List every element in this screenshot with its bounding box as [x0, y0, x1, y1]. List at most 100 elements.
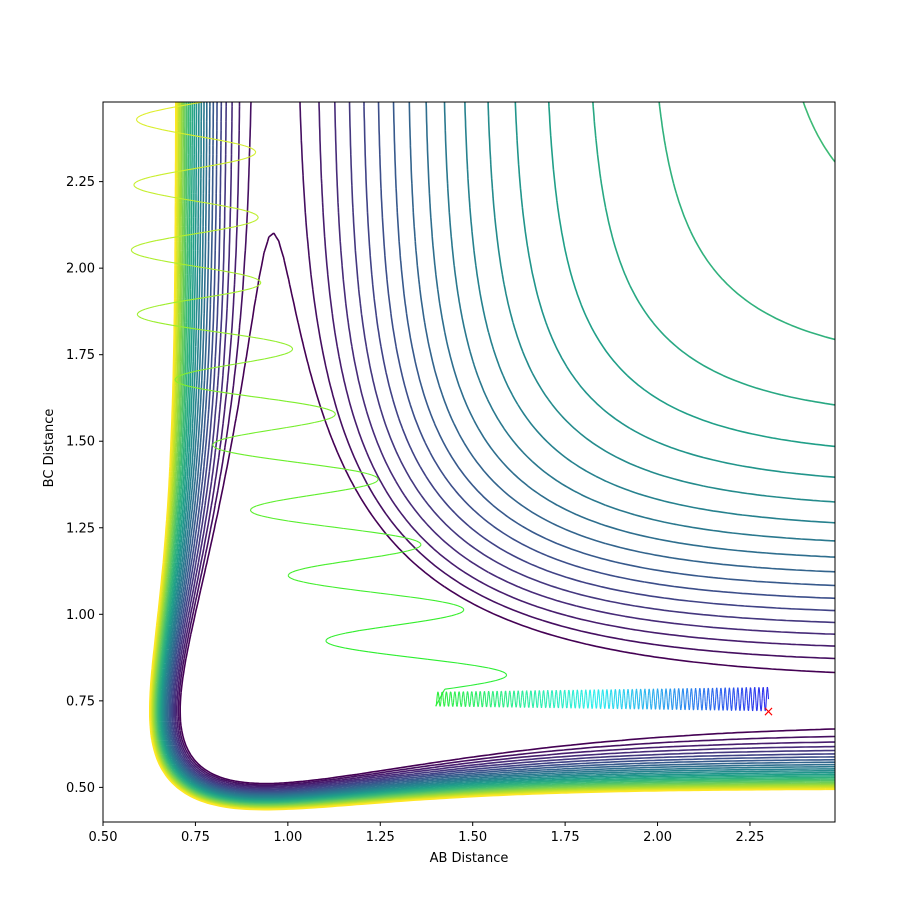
trajectory-segment [174, 131, 182, 134]
trajectory-segment [133, 183, 136, 185]
trajectory-segment [139, 309, 143, 313]
trajectory-segment [500, 677, 504, 680]
trajectory-segment [182, 263, 191, 267]
x-tick-label: 1.50 [458, 830, 487, 845]
trajectory-segment [448, 602, 454, 606]
trajectory-segment [324, 585, 333, 588]
contour-level [165, 102, 835, 796]
trajectory-segment [317, 564, 326, 567]
trajectory-segment [345, 488, 353, 491]
contour-level [164, 102, 835, 797]
trajectory-segment [341, 468, 350, 471]
trajectory-segment [377, 652, 387, 655]
trajectory-segment [160, 107, 168, 111]
trajectory-segment [136, 187, 141, 191]
trajectory-segment [175, 262, 183, 265]
trajectory-segment [290, 346, 293, 349]
contour-level [157, 102, 835, 803]
trajectory-segment [180, 373, 186, 376]
trajectory-segment [224, 436, 230, 440]
trajectory-segment [221, 364, 229, 368]
trajectory-segment [134, 181, 137, 184]
trajectory-segment [345, 647, 353, 650]
trajectory-segment [179, 104, 187, 107]
x-tick-label: 0.50 [89, 830, 118, 845]
trajectory-segment [278, 399, 287, 402]
trajectory-segment [409, 621, 418, 624]
trajectory-segment [427, 598, 436, 602]
trajectory-segment [244, 454, 253, 457]
trajectory-segment [353, 529, 363, 532]
trajectory-segment [326, 408, 331, 411]
trajectory-segment [213, 365, 222, 369]
trajectory-segment [222, 205, 229, 208]
trajectory-segment [253, 153, 256, 155]
trajectory-segment [133, 252, 137, 255]
trajectory-segment [333, 466, 342, 470]
trajectory-segment [216, 390, 225, 394]
trajectory-segment [294, 402, 303, 405]
trajectory-segment [380, 592, 391, 596]
trajectory-segment [275, 354, 281, 358]
trajectory-segment [461, 684, 471, 688]
trajectory-segment [326, 637, 329, 640]
trajectory-segment [440, 616, 447, 619]
trajectory-segment [257, 514, 263, 517]
trajectory-segment [462, 607, 465, 610]
trajectory-segment [442, 601, 449, 604]
trajectory-segment [156, 127, 163, 131]
trajectory-segment [194, 297, 203, 300]
trajectory-segment [488, 667, 495, 670]
trajectory-segment [437, 660, 448, 663]
trajectory-segment [131, 247, 133, 250]
trajectory-segment [212, 445, 216, 448]
trajectory-segment [453, 686, 463, 689]
trajectory-segment [329, 409, 334, 412]
contour-level [167, 102, 835, 795]
trajectory-segment [149, 257, 156, 260]
trajectory-segment [419, 543, 422, 545]
trajectory-segment [390, 593, 401, 597]
trajectory-segment [392, 623, 402, 627]
trajectory-segment [229, 141, 236, 144]
trajectory-path [130, 102, 770, 712]
contour-level [152, 102, 835, 808]
trajectory-segment [250, 276, 255, 279]
trajectory-segment [376, 479, 379, 482]
trajectory-segment [376, 477, 379, 479]
trajectory-segment [209, 137, 218, 141]
x-tick-label: 1.25 [366, 830, 395, 845]
trajectory-segment [200, 201, 209, 204]
contour-level [168, 102, 835, 794]
y-axis-ticks: 0.50 0.75 1.00 1.25 1.50 1.75 2.00 2.25 [66, 175, 103, 796]
trajectory-segment [146, 125, 152, 128]
trajectory-segment [402, 536, 409, 539]
trajectory-segment [297, 461, 307, 465]
trajectory-segment [251, 154, 255, 157]
trajectory-segment [374, 475, 378, 478]
contour-level [162, 102, 835, 800]
trajectory-segment [322, 491, 331, 495]
trajectory-segment [174, 379, 177, 382]
trajectory-segment [289, 571, 293, 574]
trajectory-segment [502, 671, 506, 674]
trajectory-segment [174, 170, 182, 173]
trajectory-segment [201, 388, 209, 391]
trajectory-segment [194, 387, 202, 390]
trajectory-segment [254, 150, 257, 153]
trajectory-segment [345, 631, 353, 634]
x-tick-label: 2.00 [643, 830, 672, 845]
trajectory-segment [144, 318, 149, 321]
trajectory-segment [184, 372, 190, 375]
trajectory-segment [150, 175, 156, 178]
trajectory-segment [220, 227, 228, 230]
trajectory-segment [233, 393, 243, 396]
trajectory-segment [251, 395, 261, 399]
trajectory-segment [310, 565, 318, 568]
trajectory-segment [143, 124, 148, 127]
x-tick-label: 1.75 [551, 830, 580, 845]
trajectory-segment [185, 198, 194, 202]
trajectory-segment [224, 161, 231, 164]
trajectory-segment [205, 267, 214, 270]
trajectory-segment [331, 415, 335, 419]
